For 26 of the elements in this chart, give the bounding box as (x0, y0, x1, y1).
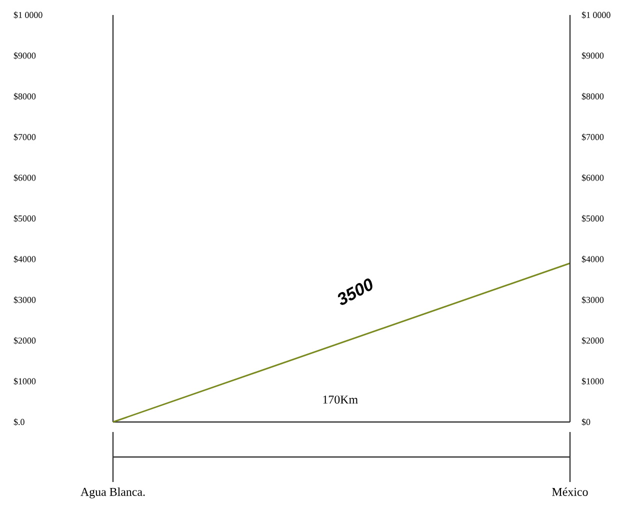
y2-tick-label: $3000 (582, 296, 604, 304)
y-tick-label: $7000 (14, 134, 36, 141)
y-tick-label: $6000 (14, 174, 36, 182)
y2-tick-label: $7000 (582, 134, 604, 141)
annotation: 3500 (338, 278, 372, 305)
y2-tick-label: $1 0000 (582, 11, 610, 19)
y-tick-label: $8000 (14, 92, 36, 100)
y2-tick-label: $1000 (582, 378, 604, 385)
y-tick-label: $1000 (14, 378, 36, 385)
y2-tick-label: $5000 (582, 214, 604, 222)
x-tick-label: México (552, 488, 588, 496)
y-tick-label: $2000 (14, 337, 36, 344)
y-tick-label: $.0 (14, 418, 24, 426)
y-tick-label: $5000 (14, 214, 36, 222)
y-tick-label: $4000 (14, 256, 36, 263)
y-tick-label: $3000 (14, 296, 36, 304)
y-tick-label: $1 0000 (14, 11, 42, 19)
y2-tick-label: $0 (582, 418, 590, 426)
annotation: 170Km (323, 396, 358, 404)
y2-tick-label: $4000 (582, 256, 604, 263)
y-tick-label: $9000 (14, 52, 36, 60)
x-tick-label: Agua Blanca. (80, 488, 145, 498)
y2-tick-label: $9000 (582, 52, 604, 60)
y2-tick-label: $2000 (582, 337, 604, 344)
y2-tick-label: $8000 (582, 92, 604, 100)
y2-tick-label: $6000 (582, 174, 604, 182)
